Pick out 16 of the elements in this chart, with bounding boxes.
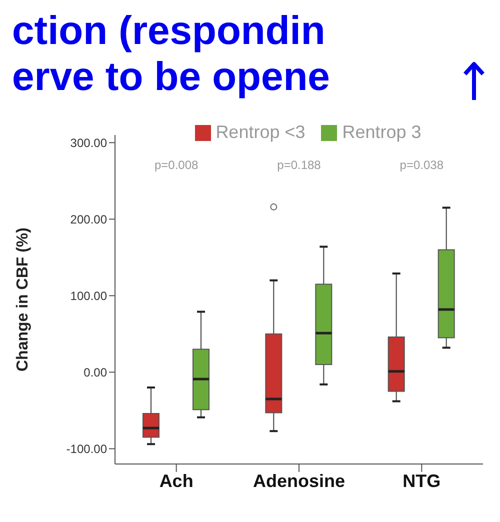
y-tick-label: 300.00 (70, 136, 108, 150)
annotation: p=0.188 (276, 158, 322, 172)
legend-label: Rentrop <3 (216, 122, 306, 143)
y-tick-label: 100.00 (70, 288, 108, 303)
annotation: p=0.008 (153, 158, 200, 172)
x-tick-label: NTG (402, 470, 441, 491)
y-tick-label: -100.00 (66, 442, 108, 456)
text: erve to be opene (12, 54, 330, 100)
legend-label: Rentrop 3 (342, 122, 422, 143)
annotation: p=0.038 (398, 158, 445, 172)
y-tick-label: 0.00 (84, 365, 108, 380)
y-axis-title: Change in CBF (%) (14, 228, 32, 372)
x-tick-label: Ach (159, 470, 194, 491)
x-tick-label: Adenosine (252, 470, 346, 491)
y-tick-label: 200.00 (70, 212, 108, 226)
text: ction (respondin (12, 8, 326, 54)
